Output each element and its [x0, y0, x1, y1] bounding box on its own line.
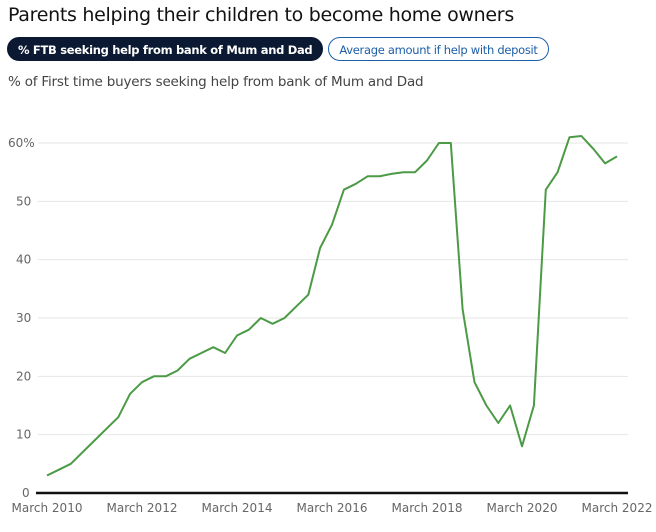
tab-bar: % FTB seeking help from bank of Mum and … [7, 37, 549, 61]
y-tick-label: 60% [8, 136, 35, 150]
x-tick-label: March 2014 [202, 501, 273, 515]
y-tick-label: 50 [16, 194, 31, 208]
x-tick-label: March 2020 [487, 501, 558, 515]
y-tick-label: 40 [16, 253, 31, 267]
chart-subtitle: % of First time buyers seeking help from… [8, 74, 424, 90]
x-tick-label: March 2022 [582, 501, 653, 515]
x-tick-label: March 2012 [107, 501, 178, 515]
series-line [46, 135, 618, 477]
y-tick-label: 20 [16, 369, 31, 383]
y-tick-label: 30 [16, 311, 31, 325]
y-tick-label: 0 [22, 486, 30, 500]
x-tick-label: March 2010 [12, 501, 83, 515]
x-tick-label: March 2016 [297, 501, 368, 515]
y-tick-label: 10 [16, 428, 31, 442]
tab-average-amount[interactable]: Average amount if help with deposit [328, 37, 549, 61]
chart-title: Parents helping their children to become… [8, 4, 514, 26]
x-tick-label: March 2018 [392, 501, 463, 515]
tab-ftb-percent[interactable]: % FTB seeking help from bank of Mum and … [7, 37, 324, 61]
